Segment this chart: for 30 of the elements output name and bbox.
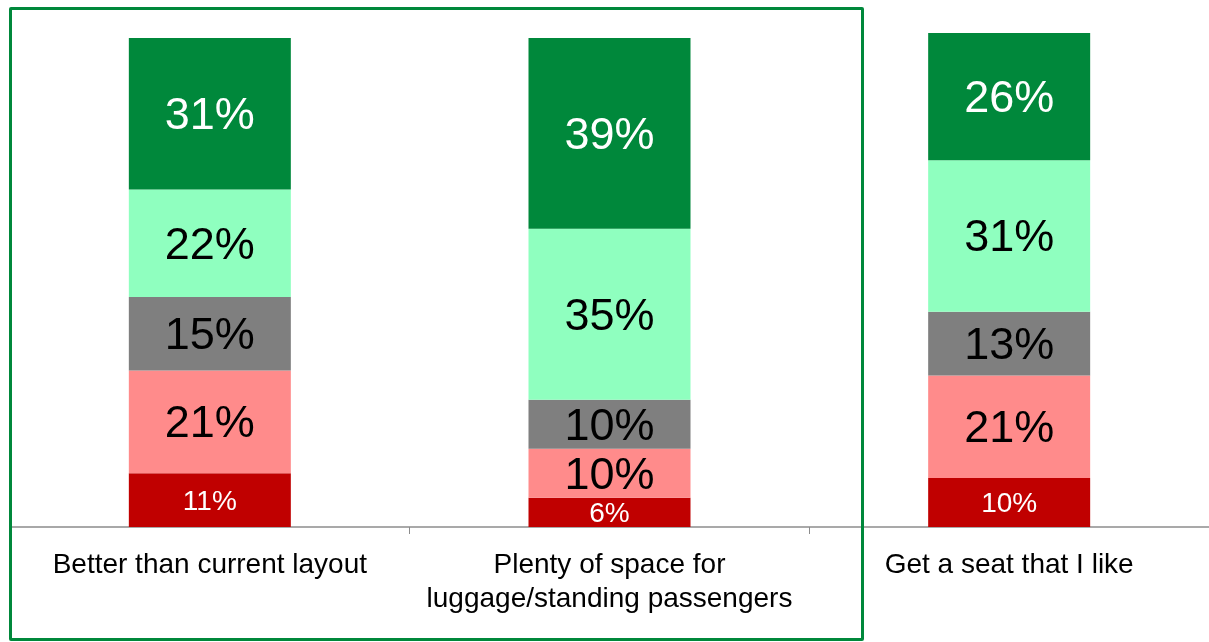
bar bbox=[528, 37, 691, 229]
data-label: 13% bbox=[964, 318, 1055, 370]
bar bbox=[128, 473, 291, 527]
data-label: 10% bbox=[564, 447, 655, 499]
data-label: 35% bbox=[564, 288, 655, 340]
bar bbox=[128, 297, 291, 371]
bar bbox=[928, 478, 1091, 527]
bar bbox=[128, 37, 291, 190]
x-tick-label: Plenty of space for luggage/standing passengers bbox=[426, 547, 793, 613]
bar bbox=[128, 370, 291, 474]
x-tick-label: Get a seat that I like bbox=[884, 547, 1134, 579]
bar bbox=[528, 497, 691, 527]
data-label: 31% bbox=[164, 88, 255, 140]
data-label: 10% bbox=[981, 487, 1038, 519]
data-label: 31% bbox=[964, 210, 1055, 262]
x-tick-label: Better than current layout bbox=[52, 547, 368, 579]
data-label: 11% bbox=[182, 484, 237, 516]
data-label: 21% bbox=[164, 396, 255, 448]
data-label: 21% bbox=[964, 401, 1055, 453]
data-label: 10% bbox=[564, 398, 655, 450]
bar bbox=[928, 160, 1091, 312]
bar bbox=[128, 189, 291, 298]
data-label: 39% bbox=[564, 107, 655, 159]
data-label: 26% bbox=[964, 71, 1055, 123]
bar bbox=[928, 33, 1091, 161]
bar bbox=[528, 228, 691, 400]
data-label: 15% bbox=[164, 308, 255, 360]
data-label: 22% bbox=[164, 217, 255, 269]
bar bbox=[928, 375, 1091, 479]
data-label: 6% bbox=[589, 496, 630, 528]
